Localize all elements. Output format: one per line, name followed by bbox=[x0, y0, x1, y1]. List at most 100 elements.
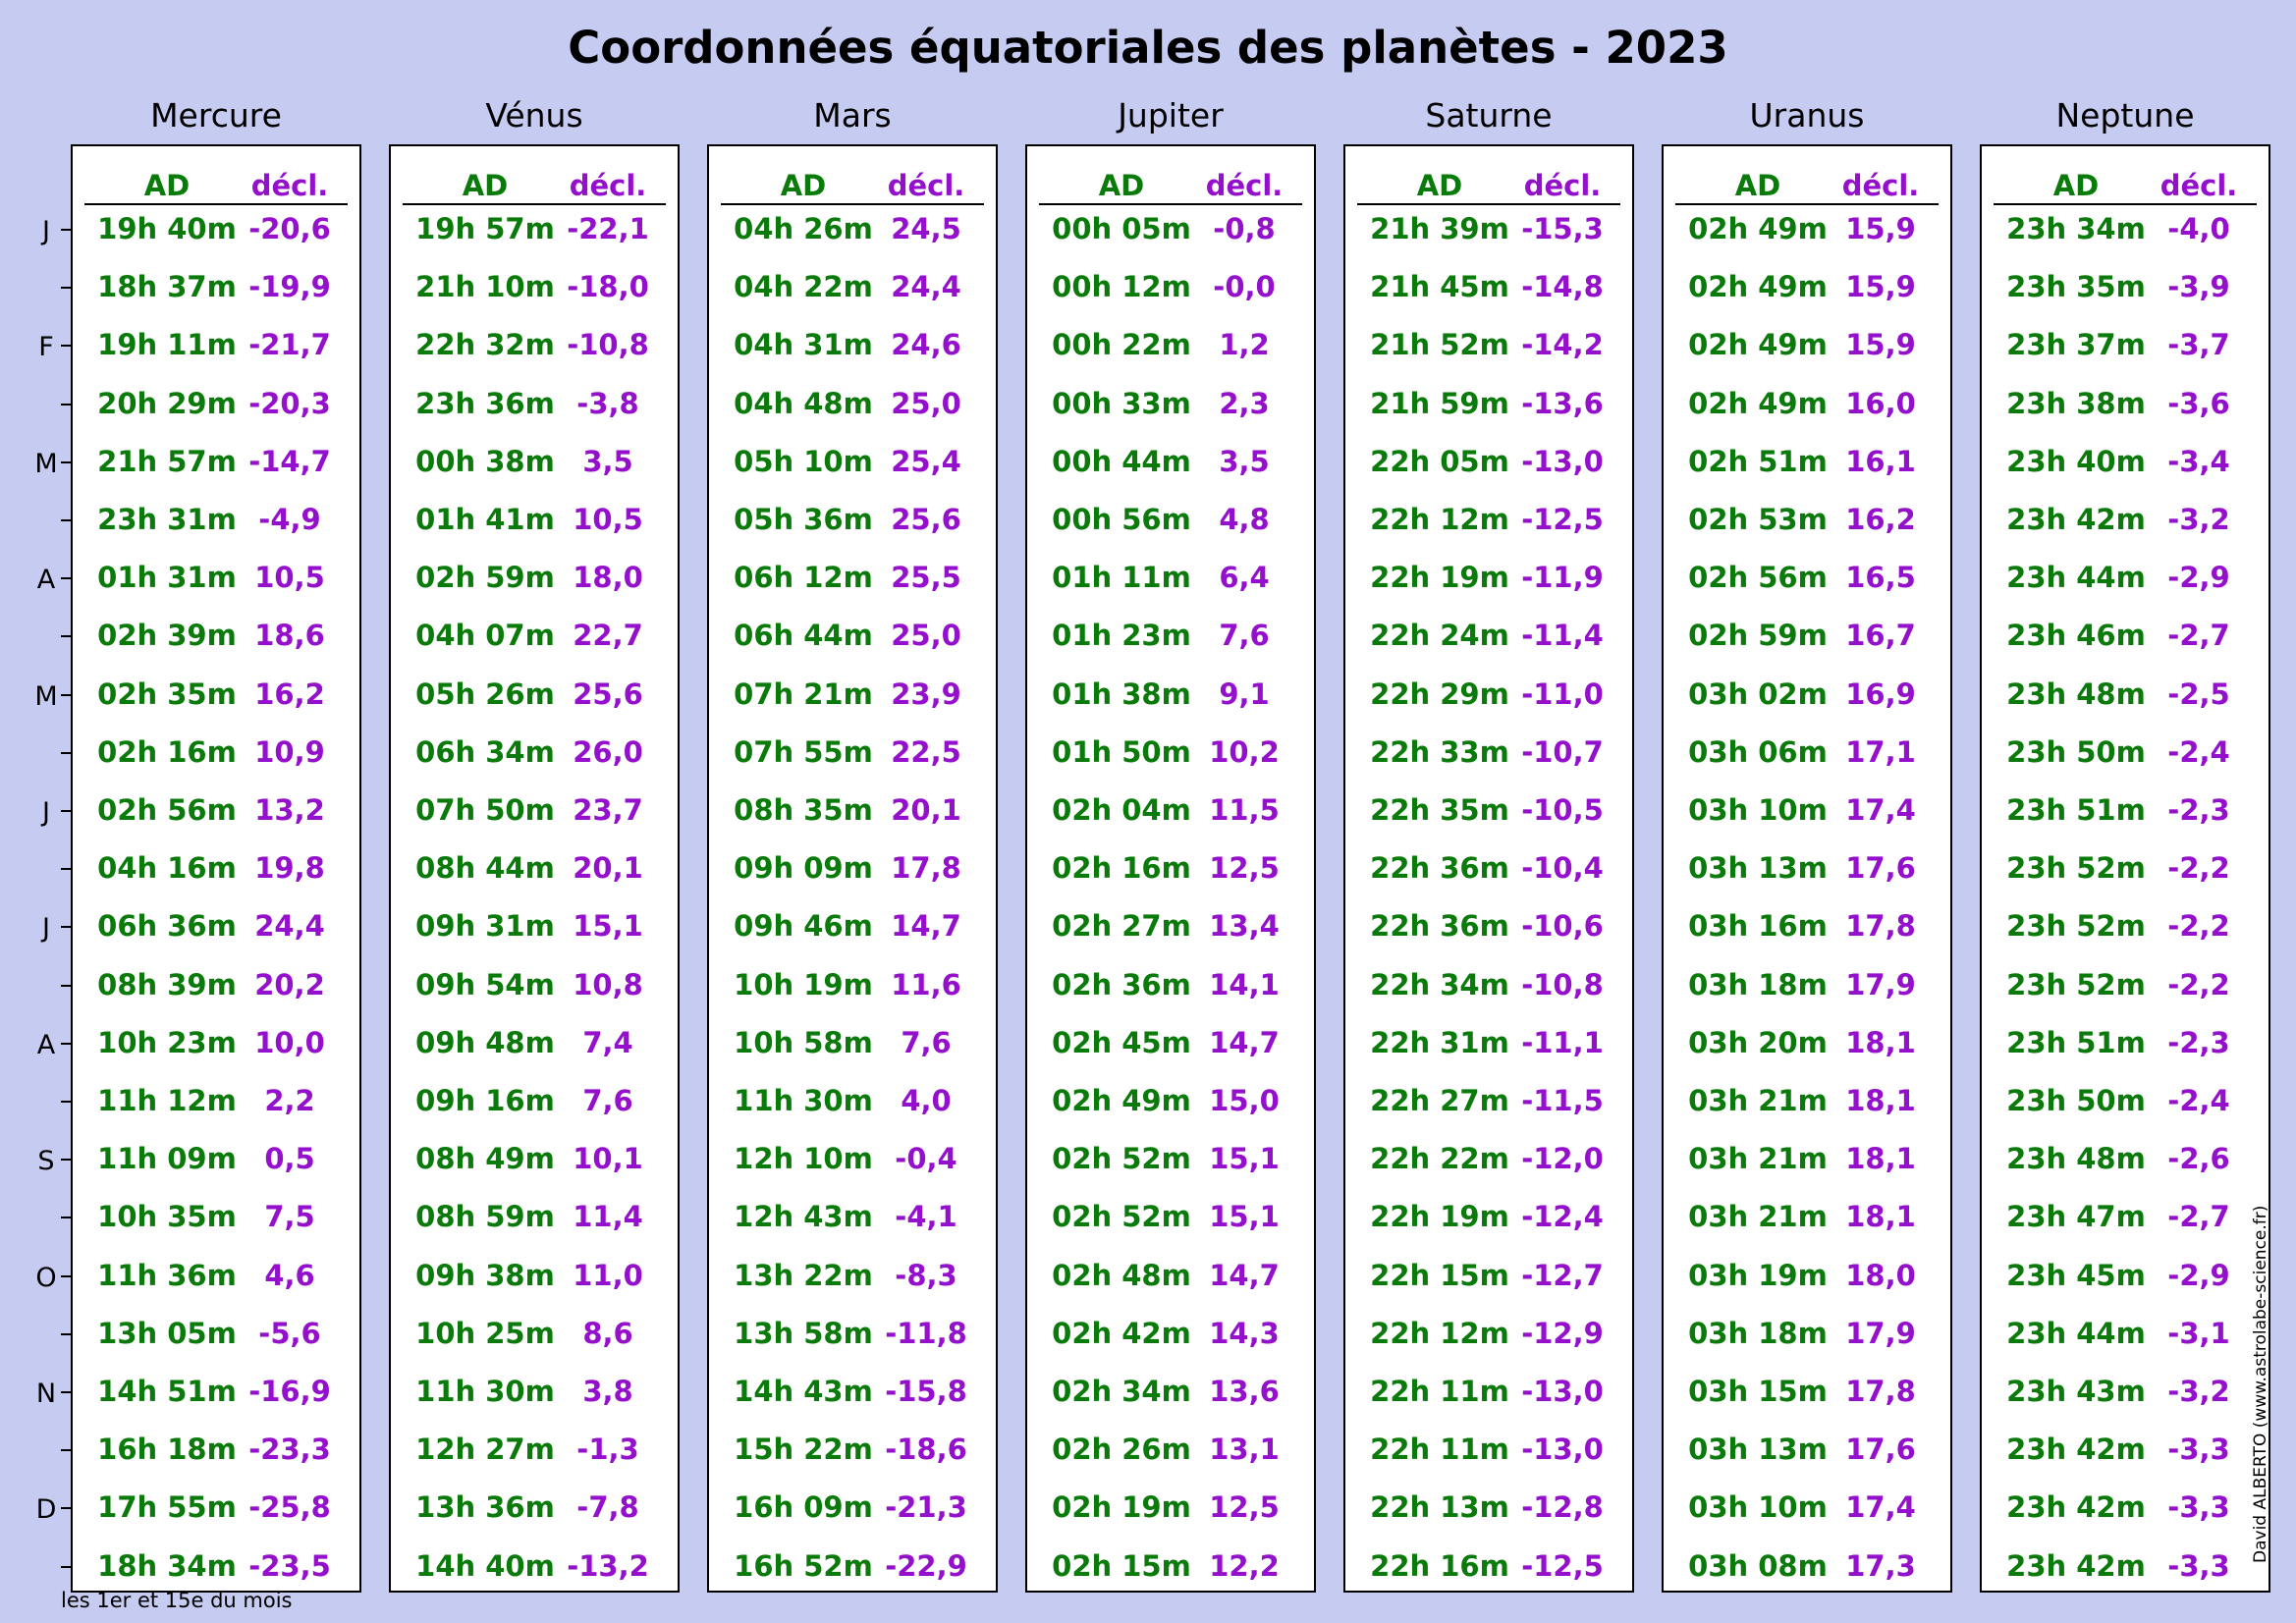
declination-value: 15,9 bbox=[1845, 328, 1916, 362]
declination-value: 14,7 bbox=[1209, 1258, 1280, 1292]
ra-value: 13h 05m bbox=[97, 1316, 237, 1350]
declination-value: 4,8 bbox=[1219, 503, 1270, 536]
column-header-decl: décl. bbox=[2159, 169, 2238, 202]
declination-value: 17,6 bbox=[1845, 1433, 1916, 1467]
ra-value: 15h 22m bbox=[734, 1433, 873, 1467]
declination-value: 13,2 bbox=[254, 793, 325, 827]
ra-value: 12h 10m bbox=[734, 1142, 873, 1176]
ra-value: 08h 44m bbox=[415, 851, 555, 886]
ra-value: 03h 15m bbox=[1688, 1375, 1828, 1408]
month-label: D bbox=[35, 1494, 57, 1526]
ra-value: 02h 42m bbox=[1052, 1316, 1191, 1350]
declination-value: 7,6 bbox=[582, 1084, 633, 1117]
ra-value: 21h 59m bbox=[1370, 386, 1509, 420]
declination-value: 16,0 bbox=[1845, 386, 1916, 420]
ra-value: 04h 22m bbox=[734, 270, 873, 304]
ra-value: 03h 06m bbox=[1688, 734, 1828, 769]
month-tick bbox=[61, 693, 71, 696]
declination-value: 18,1 bbox=[1845, 1200, 1916, 1234]
ra-value: 02h 45m bbox=[1052, 1025, 1191, 1059]
declination-value: -3,6 bbox=[2167, 386, 2230, 420]
ra-value: 22h 11m bbox=[1370, 1375, 1509, 1408]
ra-value: 10h 25m bbox=[415, 1316, 555, 1350]
ra-value: 23h 44m bbox=[2006, 1316, 2146, 1350]
declination-value: 7,4 bbox=[582, 1025, 633, 1059]
ra-value: 22h 29m bbox=[1370, 676, 1509, 711]
declination-value: 10,5 bbox=[573, 503, 643, 536]
declination-value: 3,8 bbox=[582, 1375, 633, 1408]
declination-value: -11,1 bbox=[1521, 1025, 1604, 1059]
ra-value: 02h 56m bbox=[97, 793, 237, 827]
ra-value: 09h 38m bbox=[415, 1258, 555, 1292]
planet-name: Mercure bbox=[150, 96, 282, 135]
declination-value: 15,9 bbox=[1845, 270, 1916, 304]
ra-value: 02h 49m bbox=[1052, 1084, 1191, 1117]
month-label: M bbox=[34, 680, 58, 712]
ra-value: 02h 16m bbox=[1052, 851, 1191, 886]
declination-value: -1,3 bbox=[576, 1433, 639, 1467]
declination-value: -2,9 bbox=[2167, 561, 2230, 595]
ra-value: 10h 35m bbox=[97, 1200, 237, 1234]
ra-value: 23h 34m bbox=[2006, 212, 2146, 245]
ra-value: 19h 11m bbox=[97, 328, 237, 362]
ra-value: 21h 52m bbox=[1370, 328, 1509, 362]
month-tick bbox=[61, 577, 71, 580]
ra-value: 03h 21m bbox=[1688, 1084, 1828, 1117]
ra-value: 23h 47m bbox=[2006, 1200, 2146, 1234]
ra-value: 02h 39m bbox=[97, 619, 237, 653]
ra-value: 16h 52m bbox=[734, 1548, 873, 1583]
ra-value: 09h 31m bbox=[415, 909, 555, 944]
ra-value: 13h 22m bbox=[734, 1258, 873, 1292]
declination-value: 20,1 bbox=[891, 793, 961, 827]
ra-value: 03h 08m bbox=[1688, 1548, 1828, 1583]
ra-value: 22h 24m bbox=[1370, 619, 1509, 653]
declination-value: -23,5 bbox=[248, 1548, 331, 1583]
ra-value: 02h 59m bbox=[1688, 619, 1828, 653]
declination-value: -3,3 bbox=[2167, 1548, 2230, 1583]
month-tick bbox=[61, 403, 71, 406]
ra-value: 14h 43m bbox=[734, 1375, 873, 1408]
month-tick bbox=[61, 1159, 71, 1162]
ra-value: 23h 50m bbox=[2006, 734, 2146, 769]
ra-value: 09h 48m bbox=[415, 1025, 555, 1059]
declination-value: -3,3 bbox=[2167, 1490, 2230, 1525]
month-label: J bbox=[42, 216, 50, 246]
declination-value: 17,9 bbox=[1845, 1316, 1916, 1350]
planet-name: Saturne bbox=[1425, 96, 1553, 135]
ra-value: 02h 56m bbox=[1688, 561, 1828, 595]
declination-value: -2,4 bbox=[2167, 1084, 2230, 1117]
declination-value: -15,3 bbox=[1521, 212, 1604, 245]
month-tick bbox=[61, 1507, 71, 1510]
month-tick bbox=[61, 926, 71, 929]
declination-value: 16,5 bbox=[1845, 561, 1916, 595]
declination-value: -11,5 bbox=[1521, 1084, 1604, 1117]
month-tick bbox=[61, 1332, 71, 1335]
ra-value: 02h 51m bbox=[1688, 444, 1828, 478]
declination-value: -11,4 bbox=[1521, 619, 1604, 653]
month-tick bbox=[61, 1101, 71, 1103]
declination-value: -23,3 bbox=[248, 1433, 331, 1467]
declination-value: 25,6 bbox=[573, 676, 643, 711]
declination-value: -14,8 bbox=[1521, 270, 1604, 304]
declination-value: -2,3 bbox=[2167, 793, 2230, 827]
declination-value: 13,6 bbox=[1209, 1375, 1280, 1408]
ra-value: 22h 22m bbox=[1370, 1142, 1509, 1176]
declination-value: -21,7 bbox=[248, 328, 331, 362]
ra-value: 23h 46m bbox=[2006, 619, 2146, 653]
ra-value: 23h 42m bbox=[2006, 503, 2146, 536]
ra-value: 04h 07m bbox=[415, 619, 555, 653]
planet-panel bbox=[1662, 144, 1952, 1593]
declination-value: -11,8 bbox=[885, 1316, 967, 1350]
ra-value: 23h 42m bbox=[2006, 1548, 2146, 1583]
month-tick bbox=[61, 287, 71, 290]
declination-value: -2,5 bbox=[2167, 676, 2230, 711]
header-divider bbox=[1994, 203, 2257, 205]
ra-value: 07h 21m bbox=[734, 676, 873, 711]
ra-value: 22h 12m bbox=[1370, 1316, 1509, 1350]
month-label: N bbox=[35, 1379, 57, 1409]
ra-value: 22h 11m bbox=[1370, 1433, 1509, 1467]
month-tick bbox=[61, 751, 71, 754]
declination-value: -20,3 bbox=[248, 386, 331, 420]
column-header-decl: décl. bbox=[1523, 169, 1602, 202]
declination-value: -14,7 bbox=[248, 444, 331, 478]
